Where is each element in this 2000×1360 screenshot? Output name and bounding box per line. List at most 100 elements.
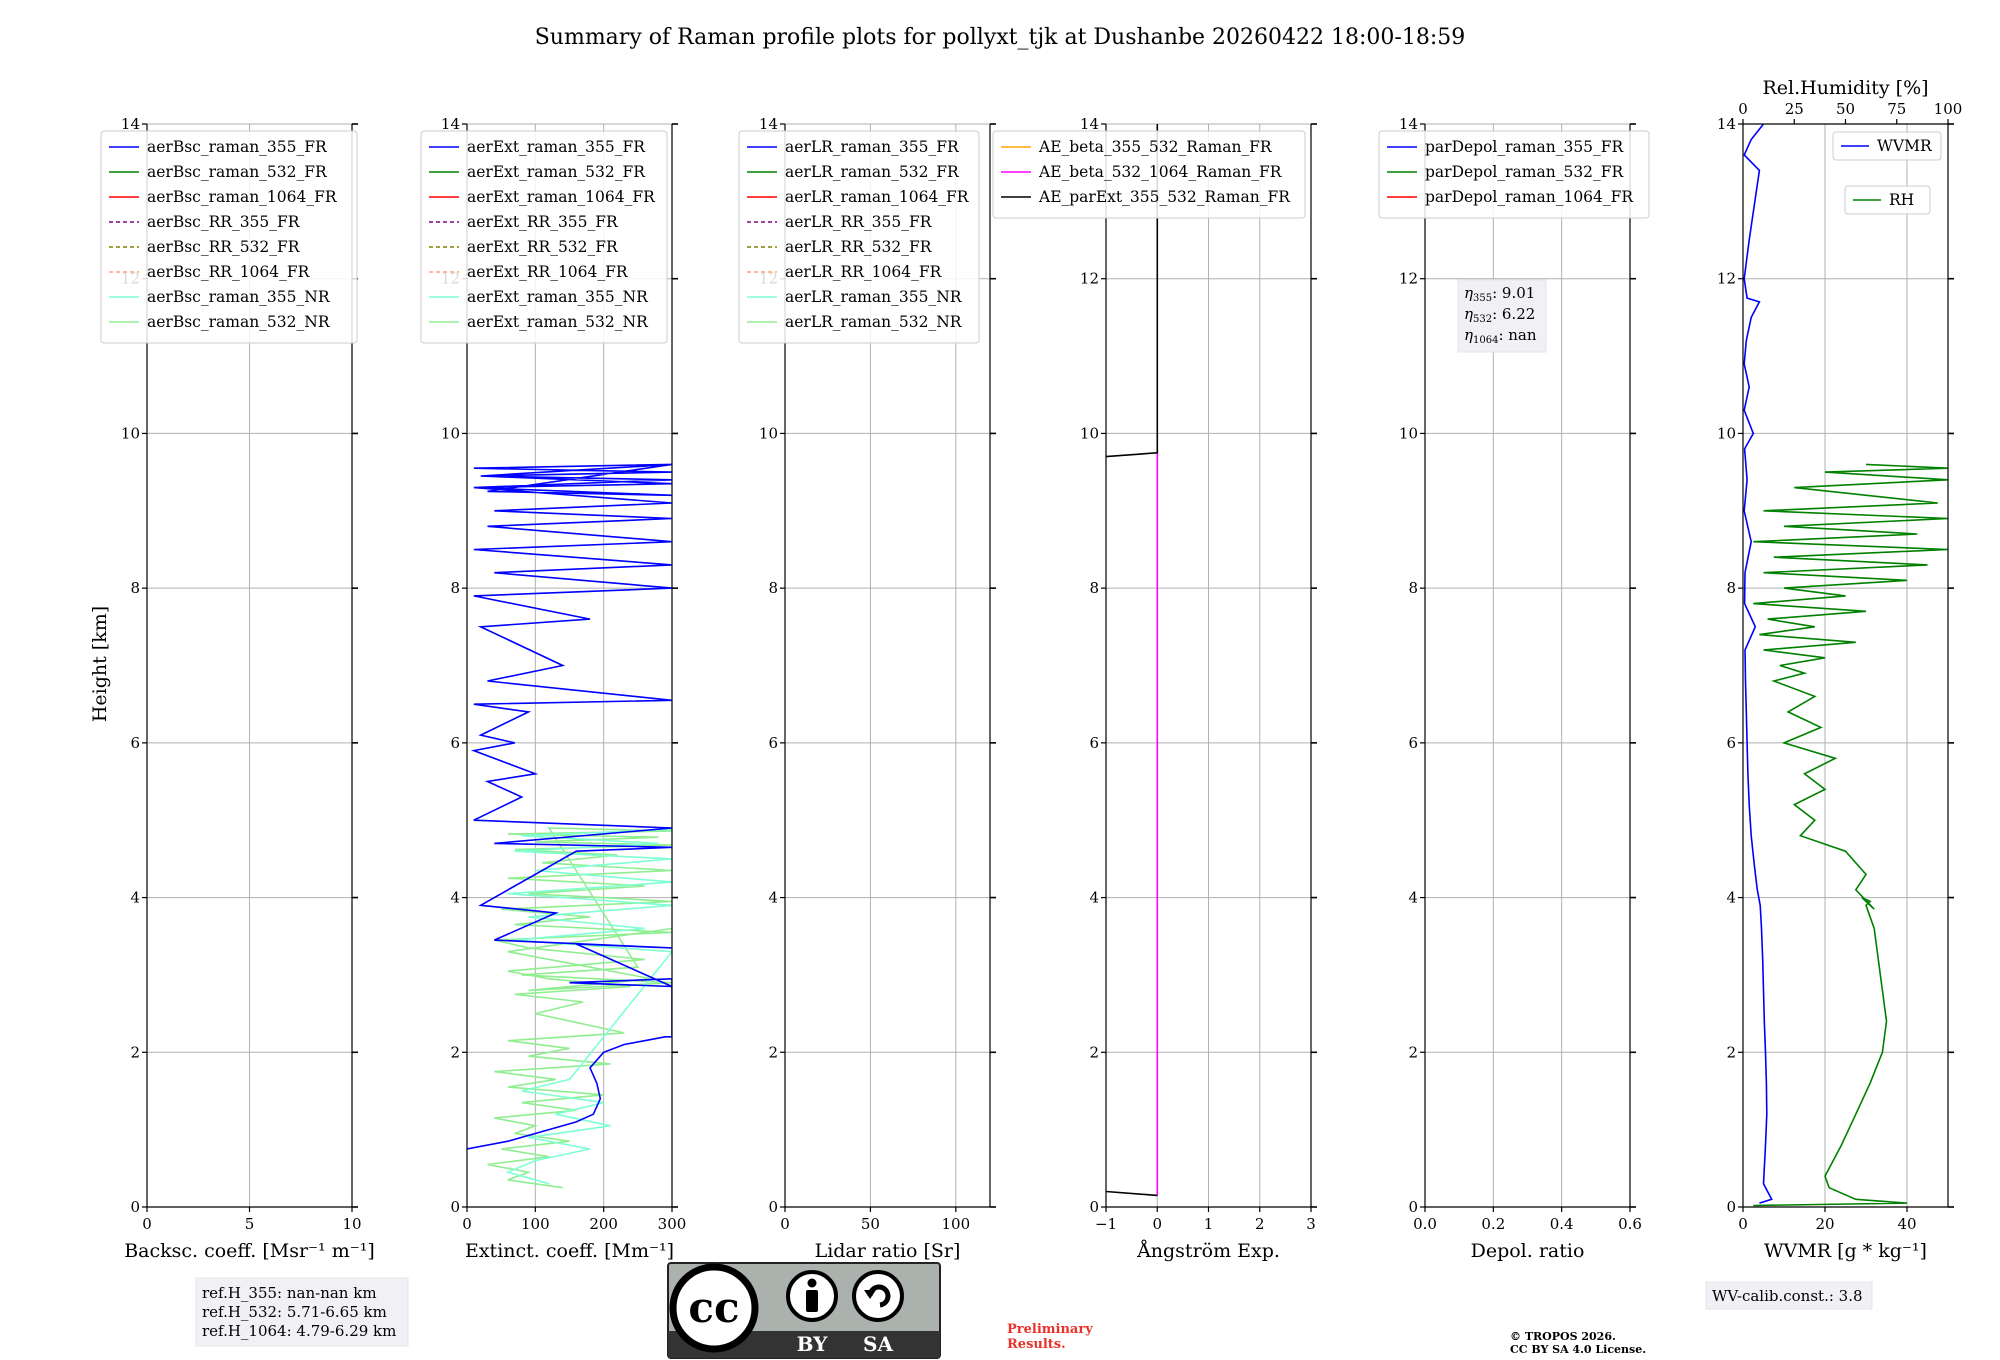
series-AE_parExt_355_532_Raman_FR	[1106, 124, 1159, 458]
y-tick-label: 6	[450, 734, 460, 752]
plot-area-wv	[1743, 124, 1948, 1207]
x-tick-label: 0.6	[1618, 1215, 1642, 1233]
legend-label: aerLR_raman_355_NR	[785, 288, 963, 306]
x-axis-label: Backsc. coeff. [Msr⁻¹ m⁻¹]	[124, 1240, 375, 1262]
y-tick-label: 0	[1408, 1198, 1418, 1216]
y-tick-label: 4	[130, 889, 140, 907]
x-tick-label: 3	[1306, 1215, 1316, 1233]
x2-tick-label: 50	[1836, 100, 1855, 118]
y-tick-label: 6	[768, 734, 778, 752]
subplot-bsc: 051002468101214Backsc. coeff. [Msr⁻¹ m⁻¹…	[100, 115, 375, 1262]
y-tick-label: 6	[1726, 734, 1736, 752]
y-tick-label: 2	[768, 1043, 778, 1061]
legend-label: aerLR_raman_532_FR	[785, 163, 960, 181]
y-tick-label: 8	[1726, 579, 1736, 597]
wv-calib-box: WV-calib.const.: 3.8	[1705, 1281, 1873, 1310]
y-tick-label: 0	[768, 1198, 778, 1216]
y-tick-label: 0	[450, 1198, 460, 1216]
legend-lr: aerLR_raman_355_FR aerLR_raman_532_FR aerL…	[738, 130, 980, 344]
x-tick-label: 0.4	[1550, 1215, 1574, 1233]
legend-box	[420, 130, 668, 344]
legend-label: aerBsc_raman_532_NR	[147, 313, 331, 331]
x-tick-label: −1	[1095, 1215, 1117, 1233]
y-tick-label: 10	[441, 424, 460, 442]
legend-label: aerBsc_raman_355_NR	[147, 288, 331, 306]
y-tick-label: 12	[1080, 270, 1099, 288]
y-tick-label: 2	[450, 1043, 460, 1061]
plot-area-ext	[467, 463, 672, 1189]
x-tick-label: 0	[462, 1215, 472, 1233]
y-tick-label: 4	[1726, 889, 1736, 907]
ref-height-box: ref.H_355: nan-nan km ref.H_532: 5.71-6.…	[195, 1277, 409, 1347]
x-tick-label: 5	[245, 1215, 255, 1233]
legend-bsc: aerBsc_raman_355_FR aerBsc_raman_532_FRae…	[100, 130, 358, 344]
badge-by: BY	[797, 1332, 829, 1356]
y-tick-label: 8	[130, 579, 140, 597]
legend-label: aerLR_RR_532_FR	[785, 238, 933, 256]
legend-ae: AE_beta_355_532_Raman_FR AE_beta_532_1064…	[992, 130, 1306, 219]
x-tick-label: 0.0	[1413, 1215, 1437, 1233]
series-AE_parExt_355_532_Raman_FR	[1106, 1190, 1158, 1197]
legend-label: aerBsc_raman_1064_FR	[147, 188, 338, 206]
y-tick-label: 10	[1080, 424, 1099, 442]
ref-h-355: ref.H_355: nan-nan km	[202, 1284, 377, 1302]
share-alike-icon	[852, 1270, 904, 1322]
series-aerExt_raman_355_NR	[505, 828, 672, 1185]
x-tick-label: 300	[658, 1215, 687, 1233]
legend-box	[738, 130, 980, 344]
cc-logo-text: cc	[688, 1283, 739, 1332]
y-tick-label: 8	[1408, 579, 1418, 597]
y-tick-label: 10	[1399, 424, 1418, 442]
x-axis-label: Depol. ratio	[1471, 1240, 1585, 1262]
legend-label: aerLR_raman_532_NR	[785, 313, 963, 331]
y-tick-label: 8	[768, 579, 778, 597]
badge-sa: SA	[863, 1332, 893, 1356]
x-tick-label: 40	[1897, 1215, 1916, 1233]
y-tick-label: 0	[1089, 1198, 1099, 1216]
legend-label: WVMR	[1877, 137, 1933, 155]
x-tick-label: 0	[780, 1215, 790, 1233]
preliminary-label-1: Preliminary	[1007, 1322, 1093, 1337]
legend-label: aerExt_raman_1064_FR	[467, 188, 656, 206]
legend-label: AE_parExt_355_532_Raman_FR	[1038, 188, 1291, 206]
x-tick-label: 2	[1255, 1215, 1265, 1233]
legend-depol: parDepol_raman_355_FR parDepol_raman_532_…	[1378, 130, 1650, 219]
x-tick-label: 1	[1204, 1215, 1214, 1233]
legend-label: RH	[1889, 191, 1914, 209]
x-tick-label: 0	[1738, 1215, 1748, 1233]
figure-title: Summary of Raman profile plots for polly…	[535, 25, 1466, 50]
y-tick-label: 4	[768, 889, 778, 907]
legend-label: aerBsc_RR_1064_FR	[147, 263, 311, 281]
legend-box	[100, 130, 358, 344]
legend-label: aerExt_RR_532_FR	[467, 238, 619, 256]
eta-355: η355: 9.01	[1464, 284, 1535, 304]
y-tick-label: 6	[1089, 734, 1099, 752]
legend-label: AE_beta_532_1064_Raman_FR	[1038, 163, 1283, 181]
legend-box	[1378, 130, 1650, 219]
eta-box	[1457, 279, 1547, 353]
legend-box	[992, 130, 1306, 219]
x2-tick-label: 100	[1934, 100, 1963, 118]
y-tick-label: 14	[121, 115, 140, 133]
x-axis-label: Extinct. coeff. [Mm⁻¹]	[465, 1240, 674, 1262]
x2-tick-label: 25	[1785, 100, 1804, 118]
series-WVMR	[1743, 124, 1773, 1204]
y-tick-label: 14	[441, 115, 460, 133]
x-tick-label: 20	[1815, 1215, 1834, 1233]
x2-tick-label: 0	[1738, 100, 1748, 118]
eta-1064: η1064: nan	[1464, 326, 1537, 346]
y-tick-label: 12	[1399, 270, 1418, 288]
x-axis-label: Ångström Exp.	[1136, 1240, 1280, 1262]
x-tick-label: 0.2	[1481, 1215, 1505, 1233]
legend-label: aerLR_raman_355_FR	[785, 138, 960, 156]
legend-label: AE_beta_355_532_Raman_FR	[1038, 138, 1273, 156]
legend-label: aerExt_RR_355_FR	[467, 213, 619, 231]
y-axis-label: Height [km]	[89, 606, 111, 722]
plot-area-ae	[1106, 124, 1159, 1197]
x2-tick-label: 75	[1887, 100, 1906, 118]
y-tick-label: 2	[130, 1043, 140, 1061]
cc-by-sa-badge: cc BY SA	[667, 1262, 941, 1359]
y-tick-label: 2	[1408, 1043, 1418, 1061]
x-tick-label: 100	[942, 1215, 971, 1233]
